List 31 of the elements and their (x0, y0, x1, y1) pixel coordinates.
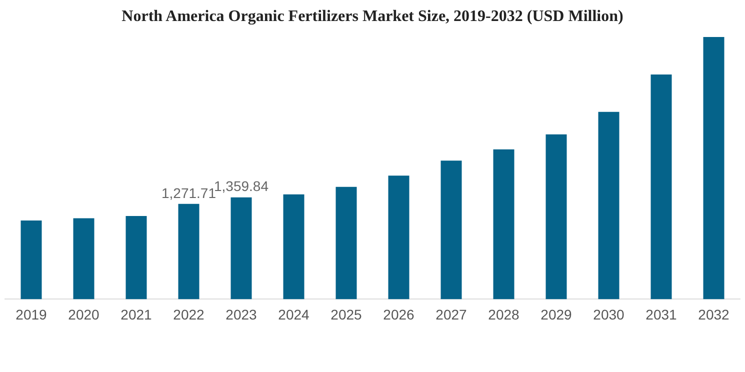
x-tick-label: 2031 (646, 306, 678, 322)
x-tick-label: 2029 (540, 306, 572, 322)
bar (230, 197, 252, 300)
bar (493, 149, 514, 300)
x-tick-label: 2027 (436, 306, 468, 322)
x-tick-label: 2024 (278, 306, 310, 322)
x-tick-label: 2021 (120, 306, 152, 322)
x-tick-label: 2030 (593, 306, 625, 322)
bar (388, 176, 410, 300)
x-tick-label: 2026 (383, 306, 415, 322)
bar (178, 204, 200, 300)
chart-title: North America Organic Fertilizers Market Size, 2019-2032 (USD Million) (120, 8, 624, 27)
bar (126, 216, 147, 300)
x-tick-label: 2022 (173, 306, 205, 322)
bar (440, 160, 462, 300)
data-label: 1,271.71 (162, 184, 216, 201)
bar (703, 37, 724, 300)
bar (20, 220, 42, 300)
x-tick-label: 2025 (330, 306, 362, 322)
x-tick-label: 2028 (488, 306, 520, 322)
data-label: 1,359.84 (214, 178, 269, 194)
bar (283, 194, 304, 300)
x-tick-label: 2023 (226, 306, 258, 322)
x-tick-label: 2019 (16, 306, 48, 322)
x-tick-label: 2032 (698, 306, 730, 322)
bar (650, 74, 672, 300)
bar (546, 134, 567, 300)
x-tick-label: 2020 (68, 306, 100, 322)
bar (336, 186, 357, 300)
bar (73, 218, 94, 300)
bar (598, 112, 620, 300)
